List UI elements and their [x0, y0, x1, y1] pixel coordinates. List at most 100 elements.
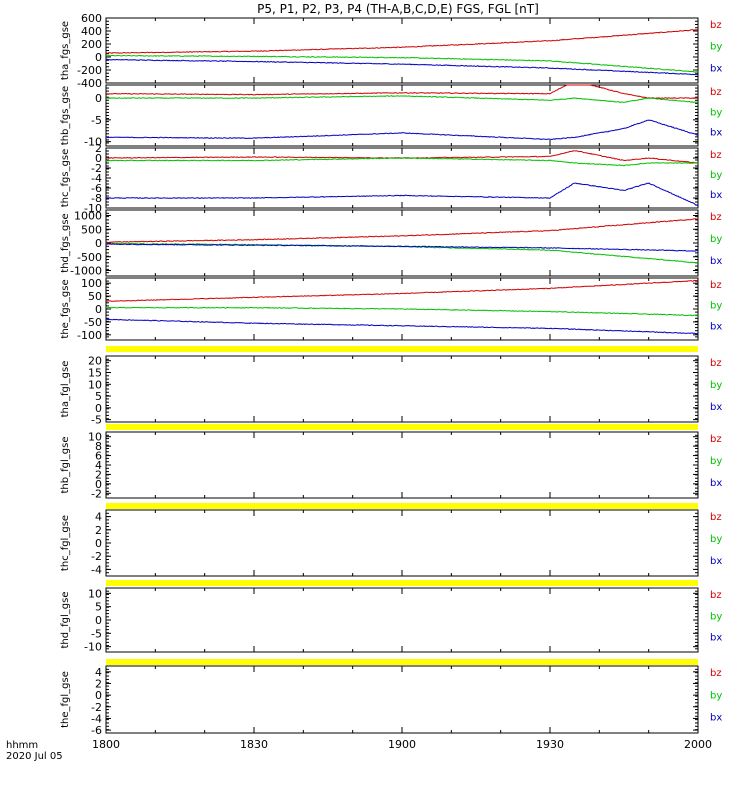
legend-by: by	[710, 107, 722, 118]
y-tick-label: -4	[91, 712, 102, 725]
y-tick-label: 2	[95, 142, 102, 155]
time-axis-date: 2020 Jul 05	[6, 751, 63, 762]
y-tick-label: 0	[95, 614, 102, 627]
panel-frame	[105, 209, 699, 277]
y-tick-label: -6	[91, 182, 102, 195]
y-tick-label: 0	[95, 237, 102, 250]
y-tick-label: 600	[81, 12, 102, 25]
y-tick-label: -4	[91, 172, 102, 185]
panel-ylabel: the_fgs_gse	[60, 279, 71, 338]
legend-by: by	[710, 234, 722, 245]
data-gap-bar	[106, 346, 698, 352]
y-tick-label: 10	[88, 378, 102, 391]
x-tick-label: 1930	[536, 738, 564, 751]
legend-bx: bx	[710, 256, 722, 267]
legend-bx: bx	[710, 321, 722, 332]
data-gap-bar	[106, 580, 698, 586]
series-bx-line	[105, 119, 699, 141]
y-tick-label: -5	[91, 627, 102, 640]
y-tick-label: -5	[91, 114, 102, 127]
panel-thc_fgs_gse: 20-2-4-6-8-10 thc_fgs_gse bz by bx	[60, 142, 722, 215]
panel-frame	[105, 509, 699, 577]
series-by-line	[105, 95, 699, 103]
legend-bz: bz	[710, 150, 722, 161]
panel-thc_fgl_gse: 420-2-4 thc_fgl_gse bz by bx	[60, 503, 722, 577]
x-tick-label: 1900	[388, 738, 416, 751]
y-tick-label: -2	[91, 487, 102, 500]
y-tick-label: 10	[88, 431, 102, 444]
y-tick-label: 15	[88, 367, 102, 380]
y-tick-label: 0	[95, 537, 102, 550]
y-tick-label: 200	[81, 38, 102, 51]
y-tick-label: -8	[91, 192, 102, 205]
y-tick-label: -2	[91, 701, 102, 714]
x-tick-label: 1800	[92, 738, 120, 751]
y-tick-label: -50	[84, 316, 102, 329]
y-tick-label: 50	[88, 290, 102, 303]
legend-by: by	[710, 380, 722, 391]
y-tick-label: 400	[81, 25, 102, 38]
series-bz-line	[105, 279, 699, 302]
panel-frame	[105, 431, 699, 499]
data-gap-bar	[106, 659, 698, 665]
y-tick-label: 20	[88, 355, 102, 368]
y-tick-label: 10	[88, 587, 102, 600]
y-tick-label: -400	[77, 77, 102, 90]
y-tick-label: -10	[84, 136, 102, 149]
panel-ylabel: thb_fgl_gse	[60, 437, 71, 494]
legend-bx: bx	[710, 556, 722, 567]
y-tick-label: 4	[95, 511, 102, 524]
y-tick-label: 0	[95, 51, 102, 64]
legend-by: by	[710, 611, 722, 622]
y-tick-label: 0	[95, 92, 102, 105]
series-bx-line	[105, 243, 699, 252]
y-tick-label: 8	[95, 440, 102, 453]
panel-ylabel: tha_fgs_gse	[60, 21, 71, 80]
y-tick-label: 2	[95, 524, 102, 537]
y-tick-label: 4	[95, 459, 102, 472]
y-tick-label: 1000	[74, 210, 102, 223]
panel-ylabel: thb_fgs_gse	[60, 86, 71, 145]
y-tick-label: 5	[95, 601, 102, 614]
legend-bz: bz	[710, 590, 722, 601]
y-tick-label: -500	[77, 251, 102, 264]
y-tick-label: 2	[95, 468, 102, 481]
panel-ylabel: thc_fgs_gse	[60, 149, 71, 208]
data-gap-bar	[106, 503, 698, 509]
y-tick-label: -5	[91, 414, 102, 427]
legend-bz: bz	[710, 434, 722, 445]
series-by-line	[105, 157, 699, 167]
panel-frame	[105, 587, 699, 653]
panel-frame	[105, 17, 699, 84]
y-tick-label: -2	[91, 550, 102, 563]
series-bx-line	[105, 182, 698, 206]
legend-bx: bx	[710, 633, 722, 644]
y-tick-label: 0	[95, 478, 102, 491]
y-tick-label: 5	[95, 390, 102, 403]
legend-by: by	[710, 456, 722, 467]
panel-thb_fgs_gse: 0 -5 -10 thb_fgs_gse bz by bx	[60, 84, 722, 149]
x-tick-label: 1830	[240, 738, 268, 751]
panel-ylabel: thd_fgs_gse	[60, 213, 71, 272]
legend-bx: bx	[710, 713, 722, 724]
panel-frame	[105, 665, 699, 734]
x-tick-label: 2000	[684, 738, 712, 751]
y-tick-label: 0	[95, 303, 102, 316]
legend-by: by	[710, 690, 722, 701]
legend-by: by	[710, 301, 722, 312]
data-gap-bar	[106, 424, 698, 430]
legend-bx: bx	[710, 478, 722, 489]
legend-by: by	[710, 170, 722, 181]
panel-ylabel: tha_fgl_gse	[60, 361, 71, 418]
y-tick-label: -10	[84, 202, 102, 215]
series-bx-line	[105, 58, 699, 76]
panel-ylabel: the_fgl_gse	[60, 671, 71, 728]
y-tick-label: -2	[91, 162, 102, 175]
y-tick-label: 2	[95, 677, 102, 690]
panel-ylabel: thd_fgl_gse	[60, 592, 71, 649]
panel-the_fgl_gse: 420-2-4-6 the_fgl_gse bz by bx	[60, 659, 722, 737]
series-bx-line	[105, 318, 699, 335]
